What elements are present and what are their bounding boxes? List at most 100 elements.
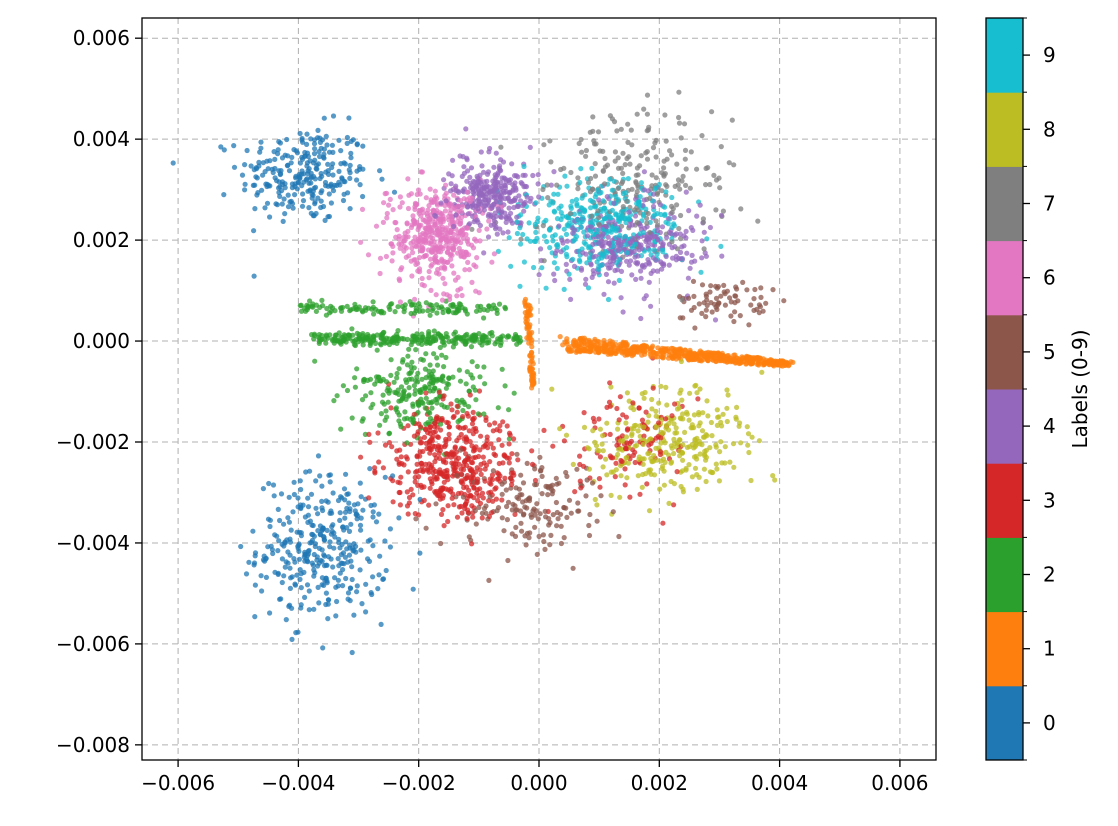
data-point <box>396 489 402 496</box>
data-point <box>535 516 541 522</box>
data-point <box>242 162 248 168</box>
data-point <box>377 378 383 384</box>
data-point <box>322 553 328 559</box>
data-point <box>480 495 486 501</box>
data-point <box>377 270 383 277</box>
data-point <box>539 491 545 497</box>
data-point <box>663 384 669 390</box>
data-point <box>753 355 760 361</box>
data-point <box>483 462 490 468</box>
data-point <box>440 507 446 513</box>
data-point <box>332 182 338 188</box>
data-point <box>517 225 523 231</box>
data-point <box>716 478 723 484</box>
data-point <box>498 190 504 196</box>
data-point <box>417 550 423 556</box>
data-point <box>319 483 325 489</box>
data-point <box>486 303 492 309</box>
data-point <box>471 475 477 481</box>
data-point <box>360 143 366 149</box>
data-point <box>683 189 689 195</box>
data-point <box>492 452 499 458</box>
data-point <box>459 292 465 299</box>
data-point <box>442 266 448 272</box>
data-point <box>547 245 553 251</box>
data-point <box>691 304 697 311</box>
y-tick-label: 0.006 <box>73 26 130 50</box>
colorbar-tick-label: 2 <box>1043 563 1056 587</box>
data-point <box>277 140 283 146</box>
data-point <box>430 374 436 380</box>
data-point <box>707 224 714 231</box>
data-point <box>534 551 540 558</box>
data-point <box>414 461 420 467</box>
data-point <box>354 366 360 372</box>
data-point <box>372 465 378 471</box>
x-tick-label: 0.002 <box>631 771 688 795</box>
data-point <box>770 287 776 293</box>
data-point <box>648 436 654 442</box>
data-point <box>373 519 380 525</box>
data-point <box>321 155 327 161</box>
data-point <box>586 532 593 539</box>
data-point <box>460 480 466 486</box>
colorbar-tick-label: 9 <box>1043 43 1056 67</box>
data-point <box>343 539 349 545</box>
data-point <box>589 480 596 486</box>
data-point <box>394 448 400 454</box>
data-point <box>568 510 574 516</box>
data-point <box>653 185 659 191</box>
data-point <box>589 165 595 171</box>
data-point <box>408 486 414 492</box>
data-point <box>612 158 618 164</box>
data-point <box>310 532 316 538</box>
data-point <box>506 190 512 196</box>
data-point <box>725 392 731 398</box>
data-point <box>297 478 303 484</box>
data-point <box>590 268 596 274</box>
data-point <box>571 337 577 343</box>
data-point <box>500 230 506 236</box>
data-point <box>636 405 642 411</box>
data-point <box>759 369 765 375</box>
data-point <box>738 440 744 446</box>
data-point <box>733 416 739 422</box>
data-point <box>313 478 319 484</box>
data-point <box>573 197 580 203</box>
data-point <box>604 420 610 426</box>
data-point <box>715 414 721 420</box>
data-point <box>348 521 354 527</box>
data-point <box>352 375 358 381</box>
data-point <box>657 451 664 458</box>
data-point <box>359 601 365 607</box>
data-point <box>406 376 412 382</box>
data-point <box>317 153 323 160</box>
data-point <box>532 221 538 227</box>
data-point <box>450 302 456 308</box>
data-point <box>454 409 460 415</box>
data-point <box>545 492 551 498</box>
data-point <box>580 250 586 256</box>
data-point <box>428 287 434 293</box>
data-point <box>299 168 305 174</box>
data-point <box>448 203 454 209</box>
data-point <box>703 182 709 188</box>
data-point <box>547 542 553 548</box>
data-point <box>596 476 603 482</box>
data-point <box>626 154 632 160</box>
data-point <box>377 553 383 559</box>
data-point <box>275 548 281 554</box>
data-point <box>708 283 714 289</box>
data-point <box>243 571 250 577</box>
data-point <box>408 258 414 264</box>
data-point <box>597 426 604 432</box>
data-point <box>405 205 412 212</box>
data-point <box>344 140 350 146</box>
data-point <box>590 254 596 260</box>
data-point <box>703 165 709 171</box>
data-point <box>410 217 416 223</box>
data-point <box>471 484 477 490</box>
data-point <box>405 469 411 475</box>
data-point <box>615 242 621 249</box>
